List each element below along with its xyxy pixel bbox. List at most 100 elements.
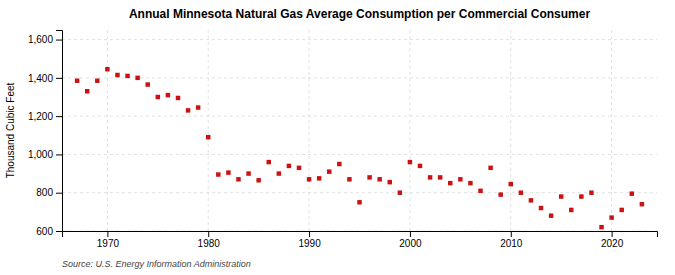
y-axis-tick-mark <box>56 193 62 194</box>
point <box>438 175 442 179</box>
y-axis-tick-label: 1,400 <box>28 73 53 84</box>
point <box>509 182 513 186</box>
x-axis-tick: 1980 <box>198 231 221 249</box>
point <box>256 178 260 182</box>
y-axis-title: Thousand Cubic Feet <box>5 82 16 178</box>
x-axis-tick-mark <box>410 231 411 237</box>
chart: 1970 1980 1990 2000 2010 2020 600 800 1,000 1,200… <box>0 0 675 275</box>
point <box>75 78 79 82</box>
x-axis-tick: 1970 <box>97 231 120 249</box>
point <box>408 160 412 164</box>
point <box>478 189 482 193</box>
grid-line <box>62 77 657 78</box>
grid-line <box>510 30 511 231</box>
x-axis-line <box>63 232 658 238</box>
x-axis-tick: 2010 <box>500 231 523 249</box>
point <box>589 190 593 194</box>
grid-line <box>62 192 657 193</box>
x-axis: 1970 1980 1990 2000 2010 2020 <box>63 231 658 249</box>
y-axis-tick: 1,600 <box>28 34 62 45</box>
grid-line <box>62 116 657 117</box>
point <box>226 170 230 174</box>
point <box>418 164 422 168</box>
x-axis-tick-label: 1980 <box>198 238 221 249</box>
point <box>498 192 502 196</box>
grid-line <box>409 30 410 231</box>
y-axis-tick-mark <box>56 231 62 232</box>
plot-area: 1970 1980 1990 2000 2010 2020 600 800 1,000 1,200… <box>28 30 658 249</box>
grid-line <box>62 39 657 40</box>
point <box>196 105 200 109</box>
x-axis-tick: 2000 <box>399 231 422 249</box>
title: Annual Minnesota Natural Gas Average Con… <box>129 7 591 21</box>
point <box>317 176 321 180</box>
y-axis-tick-mark <box>56 154 62 155</box>
x-axis-tick-label: 2010 <box>500 238 523 249</box>
x-axis-tick-mark <box>208 231 209 237</box>
grid <box>62 30 657 231</box>
point <box>367 175 371 179</box>
y-axis-tick-label: 1,000 <box>28 149 53 160</box>
point <box>277 171 281 175</box>
point <box>115 73 119 77</box>
point <box>337 162 341 166</box>
point <box>569 208 573 212</box>
y-axis-tick-label: 1,200 <box>28 111 53 122</box>
x-axis-tick-mark <box>309 231 310 237</box>
point <box>206 135 210 139</box>
grid-line <box>309 30 310 231</box>
point <box>176 96 180 100</box>
y-axis-tick: 600 <box>36 226 62 237</box>
point <box>539 206 543 210</box>
x-axis-tick-mark <box>612 231 613 237</box>
grid-line <box>208 30 209 231</box>
point <box>630 191 634 195</box>
point <box>388 180 392 184</box>
point <box>307 177 311 181</box>
point <box>609 215 613 219</box>
source: Source: U.S. Energy Information Administ… <box>62 259 251 269</box>
point <box>105 67 109 71</box>
y-axis-tick: 1,400 <box>28 73 62 84</box>
point <box>186 108 190 112</box>
y-axis-tick-mark <box>56 116 62 117</box>
y-axis-tick: 800 <box>36 187 62 198</box>
point <box>236 177 240 181</box>
x-axis-tick-label: 1970 <box>97 238 120 249</box>
point <box>468 181 472 185</box>
point <box>135 76 139 80</box>
point <box>327 169 331 173</box>
point <box>347 177 351 181</box>
y-axis-line <box>56 31 63 232</box>
point <box>246 171 250 175</box>
point <box>559 194 563 198</box>
point <box>166 93 170 97</box>
grid-line <box>62 154 657 155</box>
point <box>458 177 462 181</box>
y-axis-tick-label: 1,600 <box>28 34 53 45</box>
y-axis: 600 800 1,000 1,200 1,400 1,600 <box>28 31 63 237</box>
point <box>95 78 99 82</box>
y-axis-tick-mark <box>56 40 62 41</box>
point <box>488 166 492 170</box>
x-axis-tick-label: 2000 <box>399 238 422 249</box>
x-axis-tick: 2020 <box>601 231 624 249</box>
point <box>428 175 432 179</box>
point <box>125 74 129 78</box>
x-axis-tick: 1990 <box>298 231 321 249</box>
y-axis-tick: 1,000 <box>28 149 62 160</box>
point <box>519 190 523 194</box>
x-axis-tick-label: 2020 <box>601 238 624 249</box>
y-axis-tick-label: 600 <box>36 226 53 237</box>
point <box>579 194 583 198</box>
point <box>549 213 553 217</box>
x-axis-tick-label: 1990 <box>298 238 321 249</box>
point <box>287 164 291 168</box>
x-axis-tick-mark <box>511 231 512 237</box>
y-axis-tick-mark <box>56 78 62 79</box>
point <box>297 166 301 170</box>
x-axis-tick-mark <box>107 231 108 237</box>
point <box>640 202 644 206</box>
point <box>85 89 89 93</box>
grid-line <box>611 30 612 231</box>
